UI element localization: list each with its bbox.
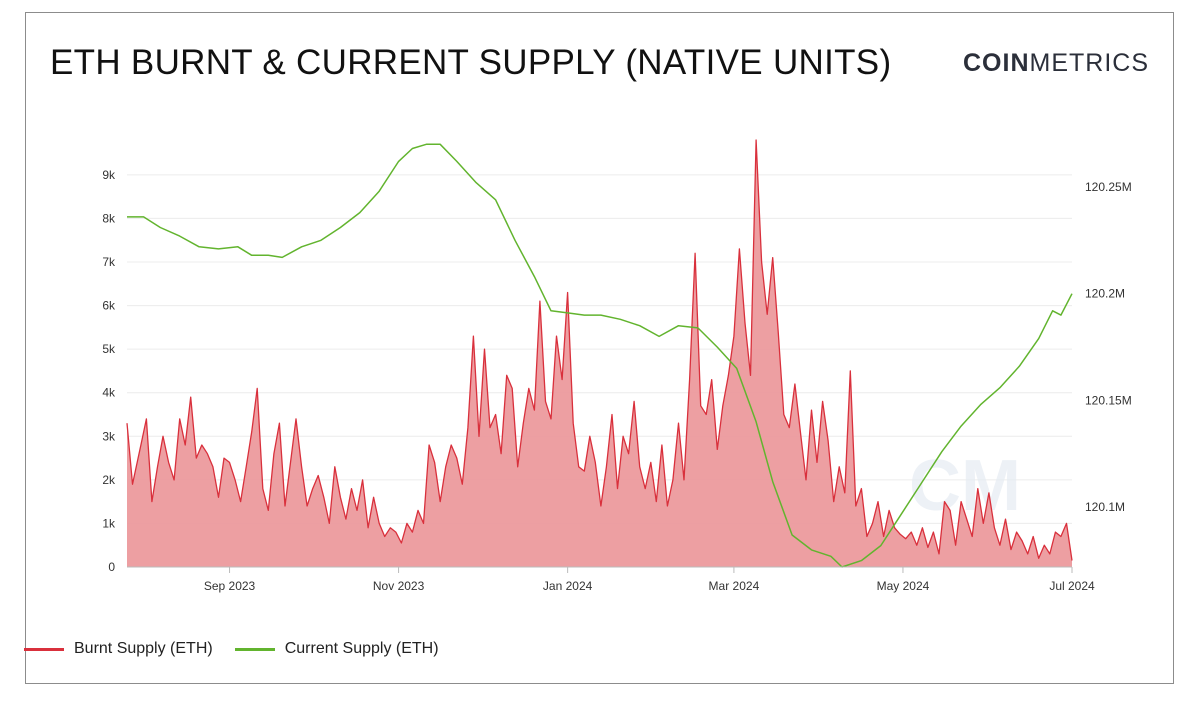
x-tick-label: Jul 2024 <box>1049 579 1095 593</box>
y-left-tick-label: 2k <box>102 473 116 487</box>
legend-swatch-burnt <box>24 647 64 651</box>
legend-swatch-supply <box>234 647 275 651</box>
x-tick-label: May 2024 <box>877 579 930 593</box>
y-left-tick-label: 0 <box>108 560 115 574</box>
y-left-tick-label: 7k <box>102 255 116 269</box>
x-tick-label: Sep 2023 <box>204 579 256 593</box>
current-supply-line <box>127 143 1073 568</box>
chart-legend: Burnt Supply (ETH) Current Supply (ETH) <box>24 640 439 658</box>
chart-frame: ETH BURNT & CURRENT SUPPLY (NATIVE UNITS… <box>25 12 1174 684</box>
y-left-tick-label: 5k <box>102 342 116 356</box>
y-right-tick-label: 120.25M <box>1085 180 1132 194</box>
logo-light-text: METRICS <box>1029 49 1149 77</box>
coinmetrics-logo: COINMETRICS <box>963 49 1149 78</box>
legend-label-supply: Current Supply (ETH) <box>284 640 439 657</box>
y-right-tick-label: 120.2M <box>1085 287 1125 301</box>
legend-label-burnt: Burnt Supply (ETH) <box>74 640 213 657</box>
y-left-tick-label: 4k <box>102 386 116 400</box>
y-left-tick-label: 8k <box>102 211 116 225</box>
y-right-tick-label: 120.15M <box>1085 393 1132 407</box>
chart-title: ETH BURNT & CURRENT SUPPLY (NATIVE UNITS… <box>50 43 892 82</box>
y-left-tick-label: 6k <box>102 299 116 313</box>
burnt-supply-line <box>126 139 1073 561</box>
burnt-supply-area <box>127 140 1072 567</box>
y-right-tick-label: 120.1M <box>1085 500 1125 514</box>
y-left-tick-label: 9k <box>102 168 116 182</box>
logo-bold-text: COIN <box>963 49 1030 77</box>
y-left-tick-label: 3k <box>102 429 116 443</box>
legend-item-burnt[interactable]: Burnt Supply (ETH) <box>24 640 213 658</box>
legend-item-supply[interactable]: Current Supply (ETH) <box>234 640 439 658</box>
x-tick-label: Nov 2023 <box>373 579 425 593</box>
x-tick-label: Jan 2024 <box>543 579 593 593</box>
eth-supply-chart: 0 1k 2k 3k 4k 5k 6k 7k 8k 9k 120.1M 120.15M 120.2M 12… <box>102 139 1132 593</box>
x-tick-label: Mar 2024 <box>709 579 760 593</box>
y-left-tick-label: 1k <box>102 516 116 530</box>
